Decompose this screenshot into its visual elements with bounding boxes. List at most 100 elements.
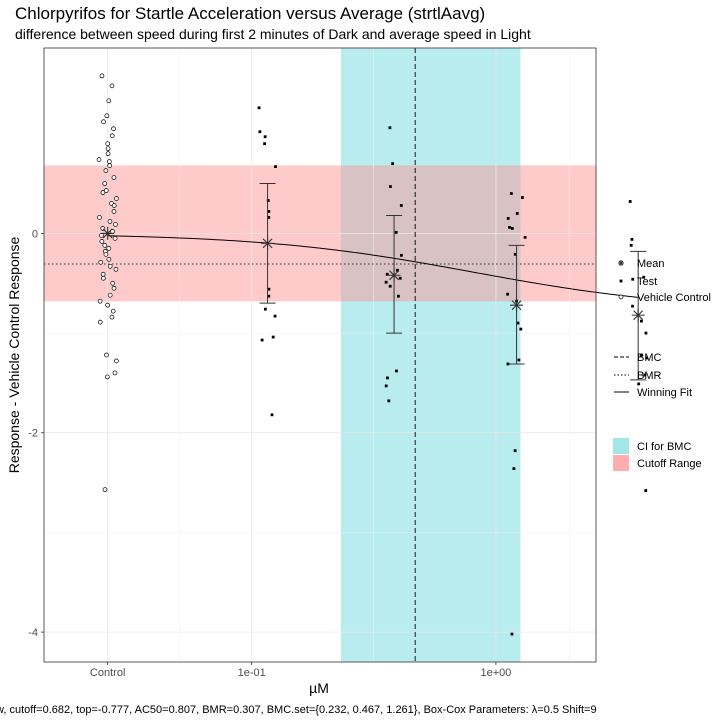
vehicle-control-point [113, 222, 118, 227]
mean-point-glyph [631, 308, 645, 322]
vehicle-control-point [105, 302, 110, 308]
y-axis-label: Response - Vehicle Control Response [6, 236, 22, 473]
vehicle-control-point [102, 181, 108, 186]
vehicle-control-point [105, 151, 111, 157]
vehicle-control-point [104, 113, 110, 119]
vehicle-control-point [106, 159, 112, 164]
mean-point [631, 308, 645, 322]
vehicle-control-point [101, 119, 106, 125]
test-point [515, 212, 519, 215]
vehicle-control-point [99, 73, 105, 79]
test-point [399, 204, 403, 207]
mean-point [387, 268, 401, 282]
test-point [263, 307, 267, 311]
test-point [523, 235, 527, 239]
test-point [510, 227, 514, 230]
test-point [260, 338, 264, 342]
y-tick-label: -2 [28, 428, 38, 440]
legend-lines: BMC BMR Winning Fit [614, 352, 692, 399]
winning-fit-curve [107, 235, 639, 298]
panel-border [43, 47, 597, 663]
legend-point-label: Vehicle Control [637, 292, 711, 304]
vehicle-control-point [98, 259, 104, 265]
y-tick-label: -4 [28, 627, 38, 639]
mean-series [101, 226, 645, 322]
test-point [396, 294, 400, 298]
vehicle-control-point [104, 374, 110, 380]
vehicle-control-point [111, 209, 117, 214]
test-point [266, 199, 270, 202]
test-point [517, 358, 521, 362]
vehicle-control-point [106, 98, 112, 104]
vehicle-control-point [107, 219, 113, 224]
x-axis-label: µM [309, 680, 329, 696]
vehicle-control-point [105, 141, 111, 147]
vehicle-control-point [111, 126, 116, 132]
test-point [267, 210, 271, 213]
test-point [631, 277, 635, 281]
test-point [640, 319, 643, 323]
test-point [506, 217, 510, 220]
test-point [384, 384, 388, 388]
test-point [384, 280, 388, 284]
legend: Mean Test Vehicle Control BMC BMR Winning Fit… [613, 258, 711, 471]
mean-point-glyph [261, 236, 275, 250]
test-point [394, 230, 398, 234]
test-point [643, 373, 647, 377]
vehicle-control-point [105, 146, 111, 152]
test-point [644, 489, 648, 492]
legend-fill-label: CI for BMC [637, 441, 691, 453]
legend-line-label: BMC [637, 352, 662, 364]
test-point [396, 268, 399, 272]
test-point [388, 185, 392, 188]
x-tick-label: Control [90, 667, 125, 679]
mean-point-glyph [101, 226, 115, 240]
test-point [270, 413, 274, 417]
test-point [519, 327, 523, 331]
legend-points: Mean Test Vehicle Control [618, 258, 711, 304]
mean-point [510, 298, 524, 312]
legend-vehicle-key [618, 294, 624, 300]
vehicle-control-point [109, 314, 115, 320]
test-point [267, 216, 271, 219]
vehicle-control-point [107, 263, 113, 269]
vehicle-control-point [113, 266, 119, 272]
test-point [512, 467, 516, 471]
test-series [257, 106, 649, 636]
vehicle-control-point [106, 256, 112, 262]
test-point [395, 369, 398, 373]
vehicle-control-point [110, 280, 116, 286]
legend-fills: CI for BMC Cutoff Range [613, 438, 702, 471]
test-point [257, 106, 261, 110]
test-point [521, 196, 524, 199]
vehicle-control-point [114, 358, 119, 364]
legend-fill-key [613, 438, 629, 454]
vehicle-control-point [110, 308, 116, 314]
vehicle-control-point [97, 298, 103, 304]
mean-point-glyph [510, 298, 524, 312]
test-point [645, 356, 649, 360]
test-point [513, 449, 517, 453]
test-point [628, 200, 632, 203]
vehicle-control-series [96, 73, 119, 492]
test-point [391, 162, 395, 166]
test-point [639, 353, 643, 357]
legend-point-label: Test [637, 276, 657, 288]
vehicle-control-point [112, 236, 118, 241]
test-point [258, 130, 262, 134]
vehicle-control-point [102, 243, 108, 248]
mean-point [261, 236, 275, 250]
vehicle-control-point [99, 239, 105, 244]
test-point [629, 243, 633, 247]
vehicle-control-point [104, 352, 109, 358]
ci-bmc-band [340, 48, 521, 662]
vehicle-control-point [103, 188, 109, 193]
vehicle-control-point [114, 196, 119, 201]
test-point [630, 237, 634, 241]
vehicle-control-point [109, 83, 115, 89]
test-point [388, 284, 392, 288]
vehicle-control-point [101, 275, 106, 281]
mean-point [101, 226, 115, 240]
x-tick-label: 1e-01 [238, 667, 266, 679]
